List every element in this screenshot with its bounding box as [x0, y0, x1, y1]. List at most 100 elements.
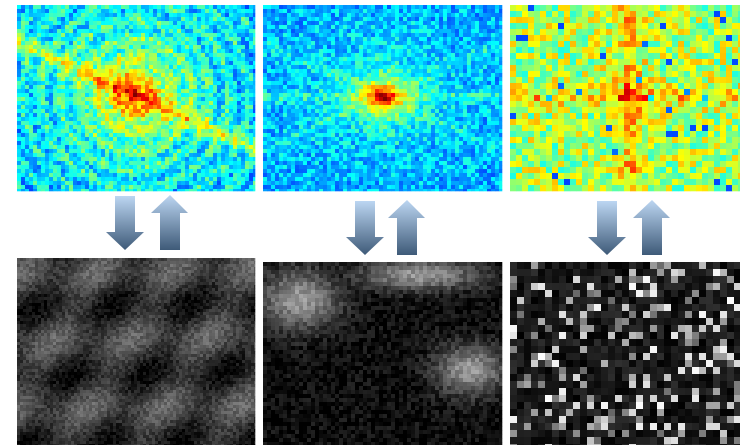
pixel	[375, 45, 379, 49]
pixel	[129, 45, 133, 49]
pixel	[193, 41, 197, 45]
pixel	[483, 37, 487, 41]
pixel	[241, 149, 245, 153]
pixel	[29, 141, 33, 145]
pixel	[125, 81, 129, 85]
pixel	[145, 149, 149, 153]
pixel	[307, 9, 311, 13]
pixel	[391, 61, 395, 65]
pixel	[249, 25, 253, 29]
pixel	[363, 93, 367, 97]
pixel	[319, 13, 323, 17]
pixel	[431, 141, 435, 145]
pixel	[177, 161, 181, 165]
pixel	[121, 37, 125, 41]
pixel	[201, 165, 205, 169]
pixel	[89, 137, 93, 141]
pixel	[57, 93, 61, 97]
pixel	[21, 157, 25, 161]
pixel	[415, 125, 419, 129]
pixel	[173, 69, 177, 73]
pixel	[427, 73, 431, 77]
pixel	[375, 13, 379, 17]
pixel	[117, 69, 121, 73]
pixel	[137, 173, 141, 177]
pixel	[73, 105, 77, 109]
pixel	[323, 137, 327, 141]
pixel	[33, 109, 37, 113]
pixel	[295, 9, 299, 13]
pixel	[327, 101, 331, 105]
pixel	[53, 141, 57, 145]
pixel	[97, 137, 101, 141]
pixel	[25, 89, 29, 93]
pixel	[169, 189, 173, 191]
pixel	[125, 29, 129, 33]
pixel	[327, 37, 331, 41]
pixel	[77, 45, 81, 49]
pixel	[379, 85, 383, 89]
pixel	[37, 9, 41, 13]
pixel	[157, 77, 161, 81]
pixel	[319, 41, 323, 45]
pixel	[435, 141, 439, 145]
pixel	[343, 65, 347, 69]
pixel	[157, 181, 161, 185]
pixel	[61, 9, 65, 13]
pixel	[487, 97, 491, 101]
pixel	[17, 117, 21, 121]
pixel	[197, 13, 201, 17]
pixel	[263, 113, 267, 117]
pixel	[221, 185, 225, 189]
pixel	[121, 53, 125, 57]
pixel	[475, 69, 479, 73]
pixel	[275, 41, 279, 45]
pixel	[213, 181, 217, 185]
pixel	[335, 41, 339, 45]
pixel	[81, 185, 85, 189]
pixel	[335, 85, 339, 89]
pixel	[225, 141, 229, 145]
pixel	[129, 117, 133, 121]
pixel	[213, 137, 217, 141]
pixel	[177, 57, 181, 61]
pixel	[145, 109, 149, 113]
pixel	[105, 77, 109, 81]
pixel	[387, 45, 391, 49]
pixel	[25, 137, 29, 141]
pixel	[113, 69, 117, 73]
pixel	[69, 169, 73, 173]
pixel	[177, 13, 181, 17]
pixel	[177, 53, 181, 57]
pixel	[343, 113, 347, 117]
pixel	[487, 33, 491, 37]
pixel	[93, 105, 97, 109]
pixel	[343, 57, 347, 61]
pixel	[279, 21, 283, 25]
pixel	[233, 93, 237, 97]
pixel	[233, 101, 237, 105]
pixel	[205, 29, 209, 33]
pixel	[299, 77, 303, 81]
pixel	[439, 9, 443, 13]
pixel	[149, 165, 153, 169]
pixel	[303, 97, 307, 101]
pixel	[93, 133, 97, 137]
pixel	[487, 77, 491, 81]
pixel	[197, 65, 201, 69]
pixel	[201, 185, 205, 189]
pixel	[431, 25, 435, 29]
pixel	[85, 141, 89, 145]
pixel	[125, 121, 129, 125]
pixel	[49, 57, 53, 61]
pixel	[315, 133, 319, 137]
pixel	[29, 25, 33, 29]
pixel	[113, 89, 117, 93]
pixel	[141, 165, 145, 169]
pixel	[443, 53, 447, 57]
pixel	[45, 189, 49, 191]
pixel	[295, 41, 299, 45]
pixel	[375, 145, 379, 149]
pixel	[371, 73, 375, 77]
pixel	[287, 113, 291, 117]
